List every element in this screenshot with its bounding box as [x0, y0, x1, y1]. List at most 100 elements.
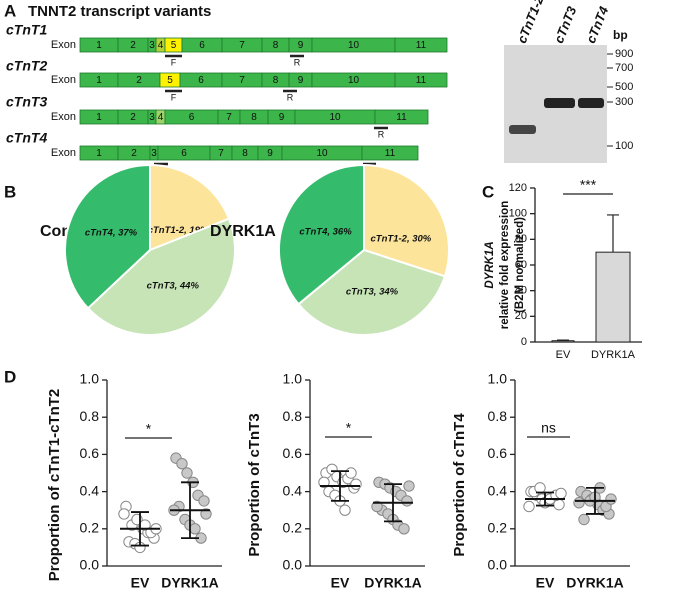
bar: [595, 251, 631, 343]
exon-number: 8: [242, 148, 248, 159]
exon-number: 10: [329, 112, 341, 123]
y-axis-label: Proportion of cTnT3: [246, 413, 263, 556]
gel-unit: bp: [613, 28, 628, 42]
exon-number: 7: [218, 148, 224, 159]
y-axis-label: (B2M normalized): [514, 217, 526, 313]
exon-number: 6: [198, 75, 204, 86]
data-point: [118, 508, 130, 520]
pie-slice: [86, 217, 236, 336]
exon-number: 6: [181, 148, 187, 159]
exon-label: Exon: [51, 39, 76, 51]
y-tick-label: 0.4: [283, 482, 303, 498]
data-point: [318, 476, 330, 488]
lane-label: cTnT1-2: [514, 0, 547, 45]
exon-number: 11: [416, 40, 427, 51]
exon-number: 10: [348, 40, 360, 51]
data-point: [605, 493, 617, 505]
y-tick-label: 0.8: [283, 408, 303, 424]
y-tick-label: 0.0: [488, 557, 508, 573]
exon-number: 10: [316, 148, 328, 159]
primer-label: R: [294, 57, 301, 67]
exon-number: 11: [385, 148, 396, 159]
x-tick-label: EV: [556, 349, 571, 361]
exon-number: 9: [267, 148, 273, 159]
gel-band: [509, 125, 536, 134]
data-point: [573, 497, 585, 509]
variant-name: cTnT2: [6, 58, 47, 74]
x-tick-label: DYRK1A: [364, 575, 422, 591]
exon-number: 7: [239, 40, 245, 51]
y-axis-label: Proportion of cTnT4: [451, 413, 468, 557]
exon-number: 11: [416, 75, 427, 86]
lane-label: cTnT3: [551, 4, 580, 46]
pie-slice: [278, 163, 365, 306]
x-tick-label: EV: [331, 575, 350, 591]
variant-name: cTnT4: [6, 130, 47, 146]
y-axis-label: relative fold expression: [499, 201, 511, 329]
y-tick-label: 1.0: [488, 371, 508, 387]
y-tick-label: 1.0: [80, 371, 100, 387]
data-point: [555, 487, 567, 500]
exon-number: 5: [171, 40, 177, 51]
slice-label: cTnT1-2, 30%: [371, 234, 432, 245]
exon-number: 9: [298, 40, 304, 51]
y-tick-label: 0.8: [488, 408, 508, 424]
x-tick-label: DYRK1A: [566, 575, 624, 591]
variant-name: cTnT3: [6, 94, 47, 110]
exon-number: 10: [348, 75, 360, 86]
marker-label: 700: [615, 62, 633, 74]
sd-bar: [586, 486, 604, 515]
data-point: [578, 513, 590, 526]
gel-band: [578, 98, 604, 108]
y-tick-label: 0.6: [80, 445, 100, 461]
exon-number: 2: [130, 40, 136, 51]
y-tick-label: 0.2: [488, 520, 508, 536]
y-tick-label: 80: [515, 233, 527, 245]
exon-number: 3: [151, 148, 157, 159]
error-bar: [557, 339, 569, 341]
significance-label: ns: [541, 420, 556, 436]
exon-number: 8: [251, 112, 257, 123]
y-tick-label: 20: [515, 310, 527, 322]
pie-title: DYRK1A: [210, 223, 276, 240]
data-point: [523, 500, 535, 513]
x-tick-label: EV: [131, 575, 150, 591]
exon-number: 4: [158, 112, 164, 123]
y-axis-label: Proportion of cTnT1-cTnT2: [46, 389, 63, 582]
data-point: [398, 523, 410, 535]
exon-number: 1: [96, 112, 102, 123]
slice-label: cTnT3, 34%: [346, 286, 399, 297]
exon-number: 6: [199, 40, 205, 51]
data-point: [176, 458, 188, 470]
primer-label: R: [378, 129, 385, 139]
y-tick-label: 0.2: [80, 520, 100, 536]
data-point: [371, 500, 383, 513]
pie-slice: [297, 248, 447, 336]
data-point: [339, 504, 351, 516]
primer-label: F: [171, 57, 177, 67]
exon-number: 4: [158, 40, 164, 51]
variant-name: cTnT1: [6, 22, 47, 38]
y-tick-label: 100: [509, 208, 527, 220]
error-bar: [607, 214, 619, 253]
bar: [551, 340, 575, 343]
exon-number: 2: [130, 112, 136, 123]
data-point: [401, 495, 413, 507]
exon-number: 7: [239, 75, 245, 86]
diagram-title: TNNT2 transcript variants: [28, 3, 211, 20]
exon-number: 9: [279, 112, 285, 123]
data-point: [350, 478, 362, 490]
y-tick-label: 0.4: [488, 482, 508, 498]
significance-label: *: [146, 421, 152, 437]
gel-band: [544, 98, 575, 108]
marker-label: 500: [615, 81, 633, 93]
sd-bar: [384, 483, 402, 523]
exon-number: 6: [189, 112, 195, 123]
slice-label: cTnT4, 36%: [299, 226, 352, 237]
slice-label: cTnT3, 44%: [147, 280, 200, 291]
exon: [394, 37, 448, 53]
x-tick-label: EV: [536, 575, 555, 591]
data-point: [189, 523, 201, 535]
data-point: [403, 480, 415, 492]
